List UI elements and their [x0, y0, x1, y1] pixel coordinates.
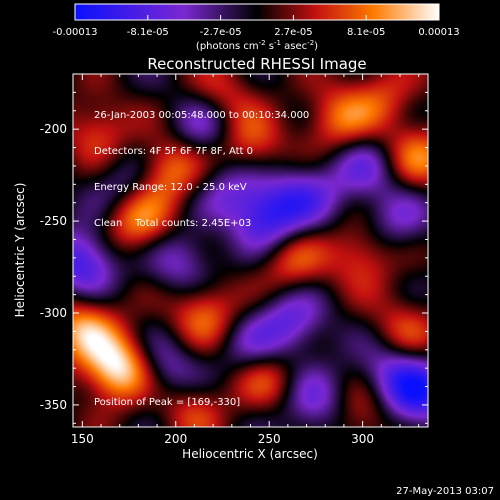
colorbar	[75, 4, 439, 20]
y-tick-label: -250	[40, 214, 67, 228]
colorbar-tick-label: -0.00013	[53, 27, 98, 38]
chart-title: Reconstructed RHESSI Image	[147, 55, 366, 73]
x-tick-label: 300	[351, 432, 374, 446]
x-tick-label: 250	[258, 432, 281, 446]
colorbar-tick-label: 0.00013	[418, 27, 459, 38]
annotation-time-range: 26-Jan-2003 00:05:48.000 to 00:10:34.000	[94, 110, 310, 121]
observation-annotations: 26-Jan-2003 00:05:48.000 to 00:10:34.000…	[94, 86, 309, 242]
y-tick-label: -200	[40, 122, 67, 136]
timestamp: 27-May-2013 03:07	[396, 486, 494, 497]
colorbar-units-label: (photons cm-2 s-1 asec-2)	[196, 39, 318, 52]
annotation-detectors: Detectors: 4F 5F 6F 7F 8F, Att 0	[94, 146, 254, 157]
annotation-clean-counts: Clean Total counts: 2.45E+03	[94, 218, 252, 229]
x-axis-label: Heliocentric X (arcsec)	[182, 447, 318, 461]
y-tick-label: -300	[40, 306, 67, 320]
heatmap-image	[73, 74, 428, 427]
colorbar-tick-label: 2.7e-05	[274, 27, 312, 38]
axis-ticks: 150 200 250 300 -200 -250 -300 -350	[40, 74, 428, 446]
colorbar-frame	[74, 3, 440, 21]
colorbar-tick-label: 8.1e-05	[347, 27, 385, 38]
peak-position-label: Position of Peak = [169,-330]	[94, 397, 241, 408]
x-tick-label: 150	[71, 432, 94, 446]
colorbar-tick-label: -8.1e-05	[127, 27, 169, 38]
y-tick-label: -350	[40, 398, 67, 412]
x-tick-label: 200	[164, 432, 187, 446]
y-axis-label: Heliocentric Y (arcsec)	[13, 183, 27, 318]
colorbar-ticks: -0.00013 -8.1e-05 -2.7e-05 2.7e-05 8.1e-05 0.…	[53, 15, 460, 38]
colorbar-tick-label: -2.7e-05	[200, 27, 242, 38]
annotation-energy-range: Energy Range: 12.0 - 25.0 keV	[94, 182, 247, 193]
